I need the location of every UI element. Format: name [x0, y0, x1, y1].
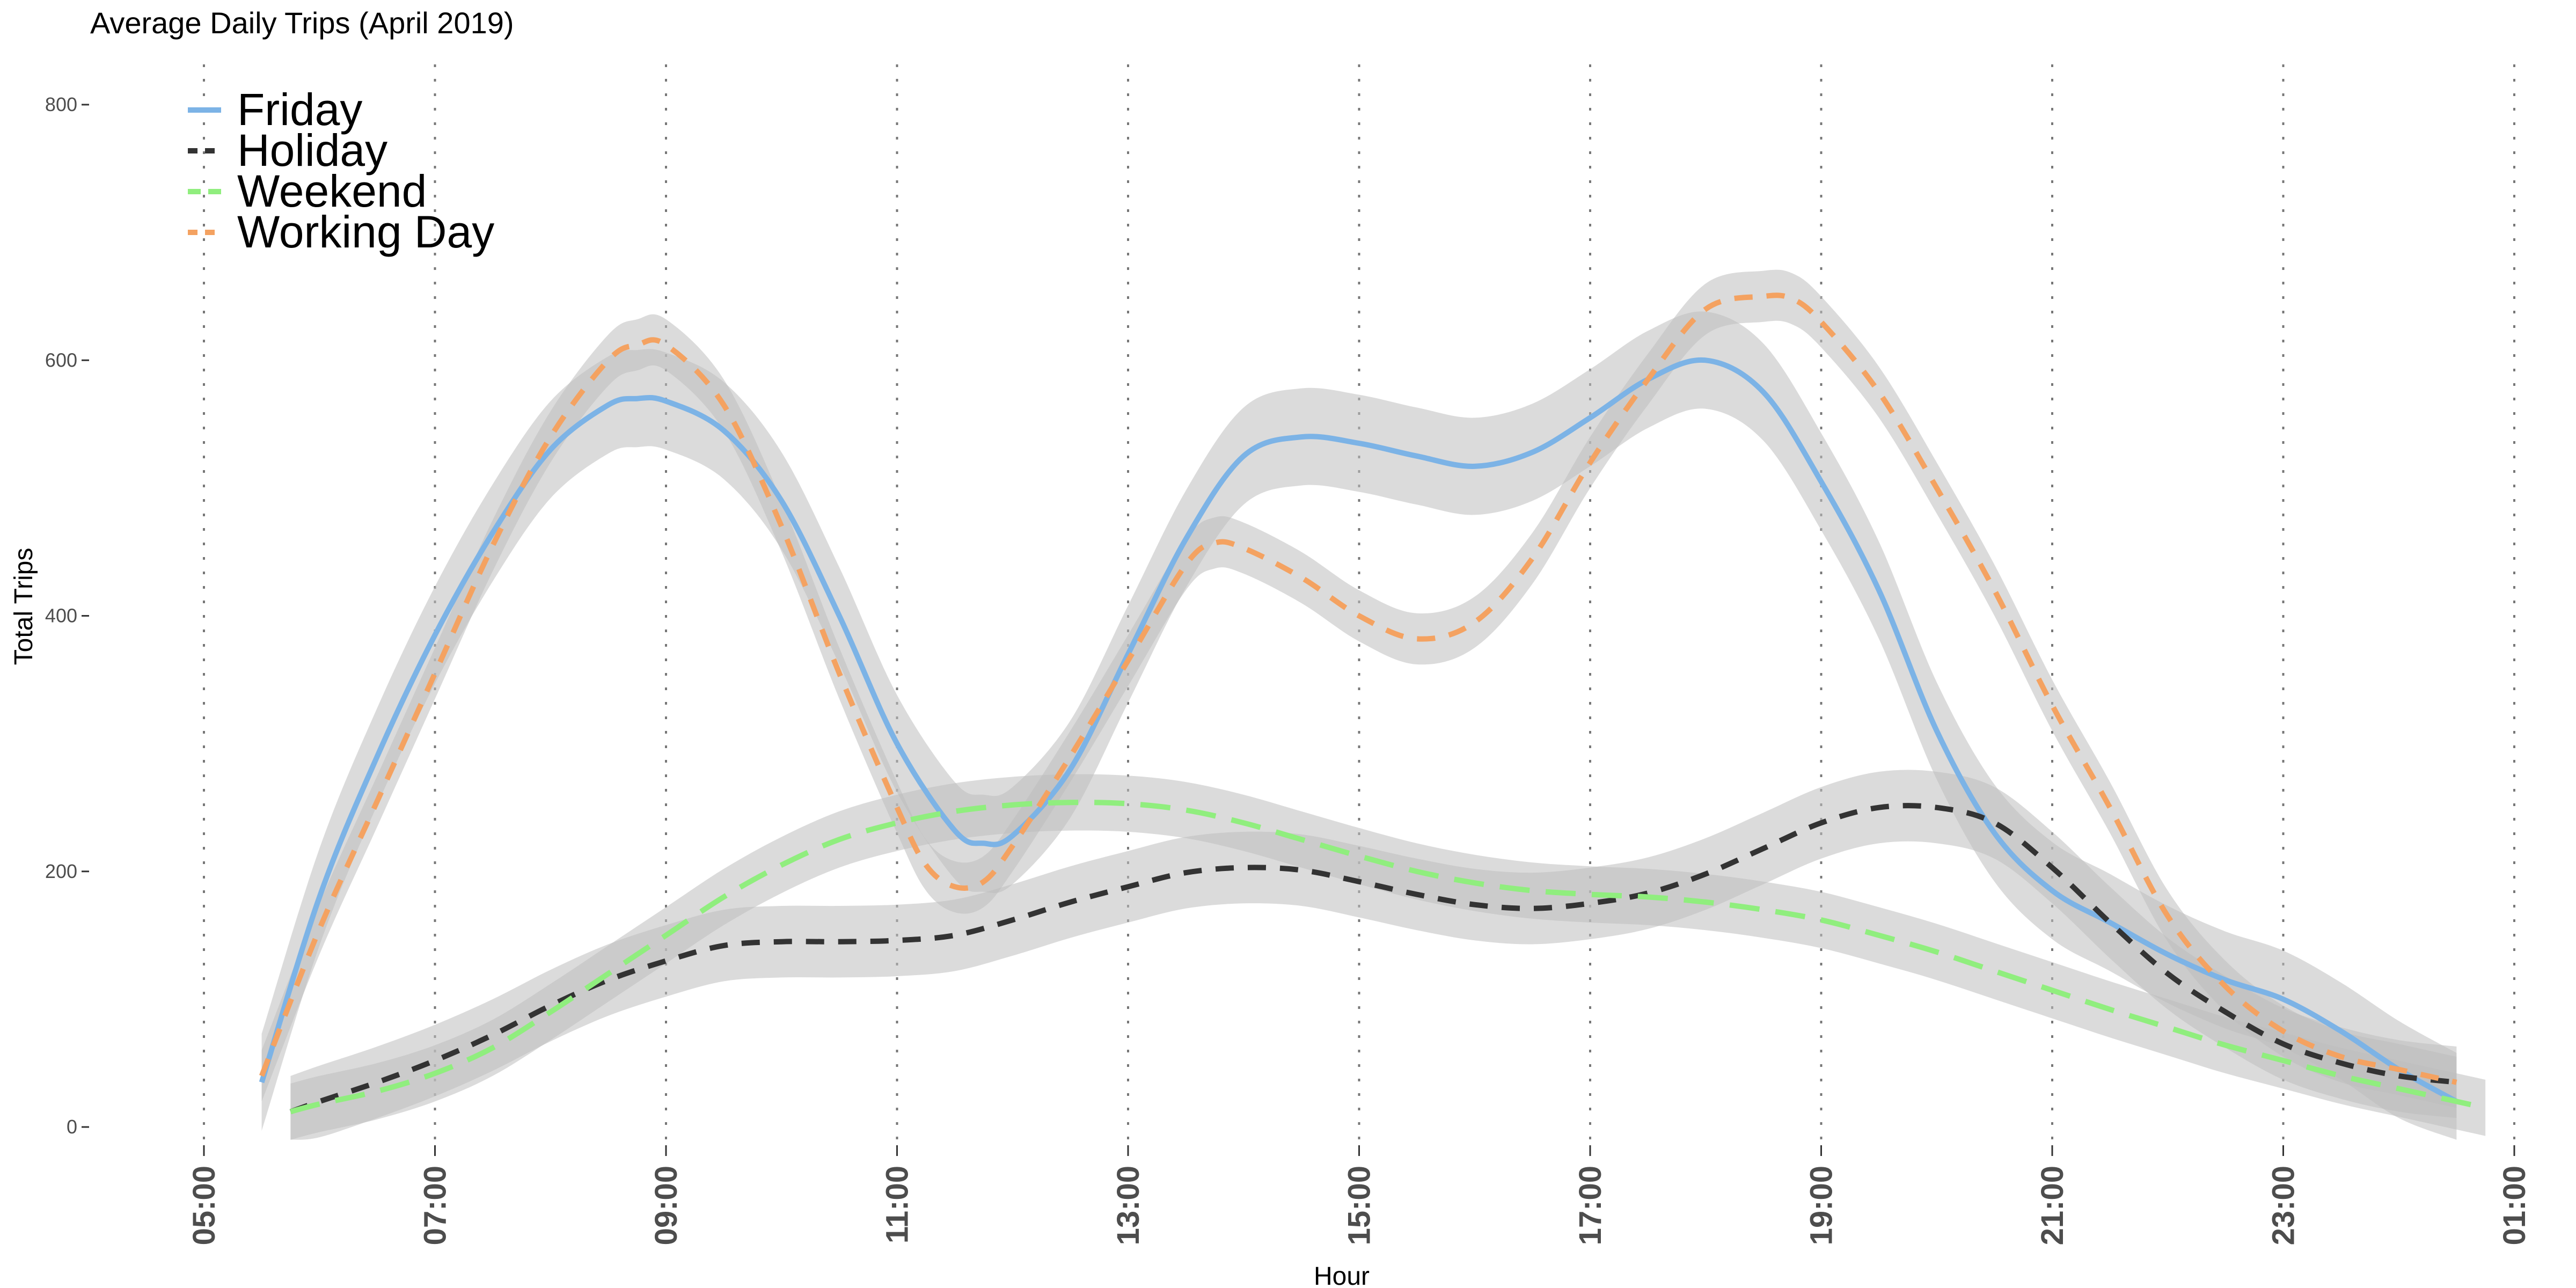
x-axis-title: Hour [1314, 1262, 1370, 1288]
x-tick-label: 23:00 [2266, 1166, 2301, 1245]
series-line-friday [259, 357, 2458, 1104]
legend-label: Friday [237, 84, 362, 135]
band-weekend [290, 774, 2486, 1140]
y-tick-label: 200 [45, 860, 77, 882]
legend-label: Working Day [237, 207, 494, 257]
band-holiday [290, 770, 2457, 1140]
x-tick-label: 15:00 [1342, 1166, 1377, 1245]
x-tick-label: 05:00 [187, 1166, 222, 1245]
series-line-working-day [259, 292, 2457, 1085]
x-axis: 05:00 07:00 09:00 11:00 13:00 15:00 17:00 19:00… [187, 1145, 2532, 1245]
series-line-weekend [290, 800, 2486, 1115]
y-axis: 0 200 400 600 800 [45, 93, 89, 1138]
x-tick-label: 09:00 [649, 1166, 684, 1245]
x-tick-label: 13:00 [1111, 1166, 1146, 1245]
series-lines [259, 292, 2486, 1115]
x-tick-label: 01:00 [2497, 1166, 2532, 1245]
chart-title: Average Daily Trips (April 2019) [90, 6, 514, 40]
legend-label: Holiday [237, 125, 387, 175]
band-friday [261, 311, 2457, 1140]
confidence-bands [261, 269, 2486, 1140]
y-axis-title: Total Trips [10, 548, 38, 665]
series-line-holiday [289, 803, 2457, 1115]
x-tick-label: 19:00 [1804, 1166, 1839, 1245]
x-tick-label: 17:00 [1573, 1166, 1608, 1245]
y-tick-label: 0 [67, 1116, 77, 1138]
y-tick-label: 400 [45, 605, 77, 627]
x-tick-label: 07:00 [418, 1166, 453, 1245]
x-tick-label: 21:00 [2035, 1166, 2070, 1245]
x-tick-label: 11:00 [880, 1166, 915, 1243]
y-tick-label: 800 [45, 93, 77, 115]
legend-label: Weekend [237, 166, 427, 216]
y-tick-label: 600 [45, 349, 77, 371]
